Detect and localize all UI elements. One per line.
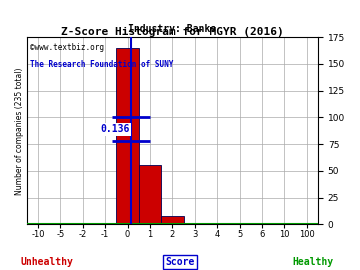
Text: The Research Foundation of SUNY: The Research Foundation of SUNY: [30, 60, 173, 69]
Bar: [139, 166, 161, 224]
Text: Unhealthy: Unhealthy: [21, 257, 73, 267]
Y-axis label: Number of companies (235 total): Number of companies (235 total): [15, 67, 24, 194]
Bar: [161, 216, 184, 224]
Text: ©www.textbiz.org: ©www.textbiz.org: [30, 43, 104, 52]
Bar: [116, 48, 139, 224]
Text: Industry: Banks: Industry: Banks: [129, 23, 216, 33]
Text: 0.136: 0.136: [100, 124, 130, 134]
Text: Score: Score: [165, 257, 195, 267]
Title: Z-Score Histogram for MGYR (2016): Z-Score Histogram for MGYR (2016): [61, 27, 284, 37]
Text: Healthy: Healthy: [293, 257, 334, 267]
